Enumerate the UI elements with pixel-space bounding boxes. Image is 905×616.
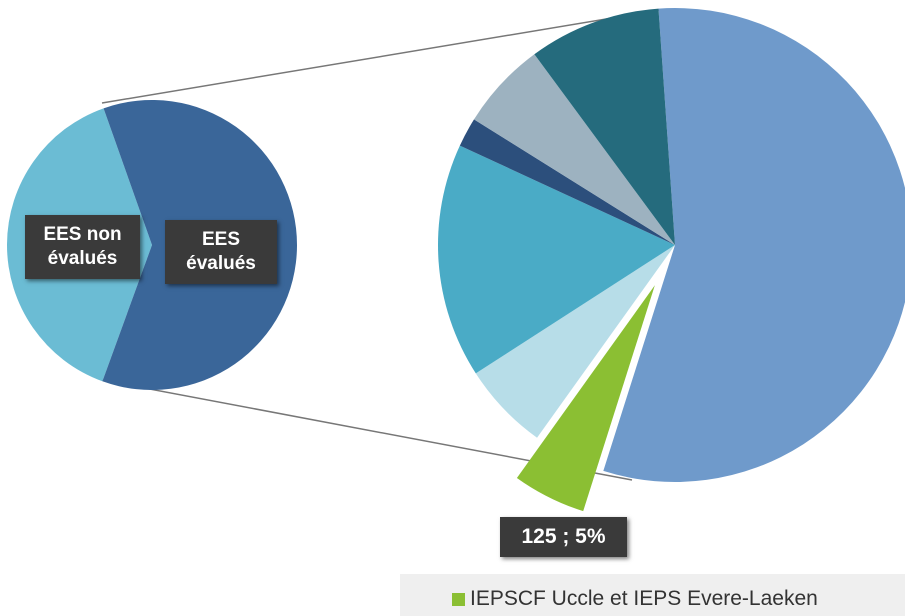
pie-slice — [437, 145, 675, 374]
pie-slice — [475, 245, 675, 438]
pie-slice — [603, 8, 905, 482]
pie-slice — [474, 54, 675, 245]
legend: IEPSCF Uccle et IEPS Evere-Laeken — [400, 574, 905, 616]
legend-swatch — [452, 593, 465, 606]
slice-label: EES non évalués — [25, 215, 140, 279]
pie-slice — [516, 285, 655, 512]
pie-slice — [534, 8, 675, 246]
connector — [101, 9, 661, 104]
pie-slice — [459, 119, 675, 245]
slice-label: EES évalués — [165, 220, 277, 284]
value-label: 125 ; 5% — [500, 517, 627, 557]
legend-label: IEPSCF Uccle et IEPS Evere-Laeken — [470, 587, 818, 610]
